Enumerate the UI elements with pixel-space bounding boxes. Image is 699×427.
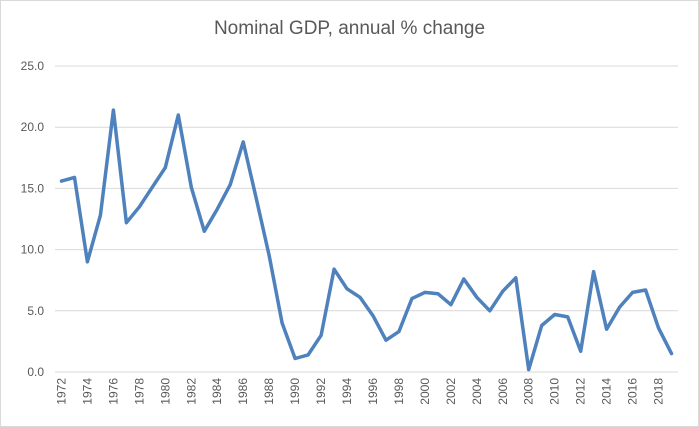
data-point xyxy=(189,185,193,189)
data-point xyxy=(631,290,635,294)
data-point xyxy=(657,326,661,330)
x-tick-label: 2012 xyxy=(574,378,588,405)
data-point xyxy=(670,352,674,356)
x-tick-label: 1984 xyxy=(210,378,224,405)
data-point xyxy=(345,287,349,291)
data-point xyxy=(540,323,544,327)
data-point xyxy=(475,295,479,299)
data-point xyxy=(358,295,362,299)
data-point xyxy=(176,113,180,117)
data-point xyxy=(592,270,596,274)
data-point xyxy=(605,327,609,331)
x-tick-label: 2016 xyxy=(626,378,640,405)
data-point xyxy=(267,254,271,258)
x-tick-label: 2006 xyxy=(496,378,510,405)
data-point xyxy=(488,309,492,313)
data-point xyxy=(150,185,154,189)
data-point xyxy=(436,292,440,296)
data-point xyxy=(553,312,557,316)
data-point xyxy=(527,368,531,372)
gridlines xyxy=(55,65,678,373)
y-tick-label: 15.0 xyxy=(21,181,45,195)
x-tick-label: 1982 xyxy=(184,378,198,405)
data-point xyxy=(423,290,427,294)
x-tick-label: 1976 xyxy=(106,378,120,405)
data-point xyxy=(397,330,401,334)
x-tick-label: 1992 xyxy=(314,378,328,405)
data-point xyxy=(618,305,622,309)
x-axis-ticks: 1972 1974 1976 1978 1980 1982 1984 1986 1988 1990… xyxy=(54,378,665,405)
x-tick-label: 2008 xyxy=(522,378,536,405)
data-point xyxy=(124,221,128,225)
y-tick-label: 0.0 xyxy=(27,365,44,379)
x-tick-label: 2002 xyxy=(444,378,458,405)
x-tick-label: 2004 xyxy=(470,378,484,405)
data-point xyxy=(332,267,336,271)
data-point xyxy=(462,277,466,281)
x-tick-label: 1986 xyxy=(236,378,250,405)
data-point xyxy=(384,338,388,342)
data-point xyxy=(501,289,505,293)
y-axis-ticks: 0.0 5.0 10.0 15.0 20.0 25.0 xyxy=(21,59,45,379)
x-tick-label: 2018 xyxy=(652,378,666,405)
x-tick-label: 1990 xyxy=(288,378,302,405)
data-point xyxy=(644,288,648,292)
x-tick-label: 1972 xyxy=(54,378,68,405)
data-point xyxy=(566,315,570,319)
data-point xyxy=(241,140,245,144)
data-point xyxy=(59,179,63,183)
y-tick-label: 20.0 xyxy=(21,120,45,134)
data-point xyxy=(579,349,583,353)
x-tick-label: 1994 xyxy=(340,378,354,405)
data-point xyxy=(228,183,232,187)
y-tick-label: 10.0 xyxy=(21,243,45,257)
x-tick-label: 2014 xyxy=(600,378,614,405)
data-point xyxy=(371,314,375,318)
x-tick-label: 2010 xyxy=(548,378,562,405)
chart-title: Nominal GDP, annual % change xyxy=(213,18,486,39)
x-tick-label: 1980 xyxy=(158,378,172,405)
data-point xyxy=(306,353,310,357)
x-tick-label: 1988 xyxy=(262,378,276,405)
data-point xyxy=(254,196,258,200)
series-line xyxy=(59,108,674,372)
x-tick-label: 2000 xyxy=(418,378,432,405)
y-tick-label: 25.0 xyxy=(21,59,45,73)
data-point xyxy=(111,108,115,112)
data-point xyxy=(98,213,102,217)
data-point xyxy=(319,333,323,337)
data-point xyxy=(410,297,414,301)
data-point xyxy=(85,260,89,264)
data-point xyxy=(215,207,219,211)
x-tick-label: 1974 xyxy=(80,378,94,405)
data-point xyxy=(163,166,167,170)
series-layer xyxy=(59,108,674,372)
data-point xyxy=(293,357,297,361)
x-tick-label: 1998 xyxy=(392,378,406,405)
data-point xyxy=(137,205,141,209)
data-point xyxy=(280,321,284,325)
x-tick-label: 1978 xyxy=(132,378,146,405)
data-point xyxy=(202,229,206,233)
data-point xyxy=(72,175,76,179)
y-tick-label: 5.0 xyxy=(27,304,44,318)
data-point xyxy=(449,303,453,307)
x-tick-label: 1996 xyxy=(366,378,380,405)
data-point xyxy=(514,276,518,280)
